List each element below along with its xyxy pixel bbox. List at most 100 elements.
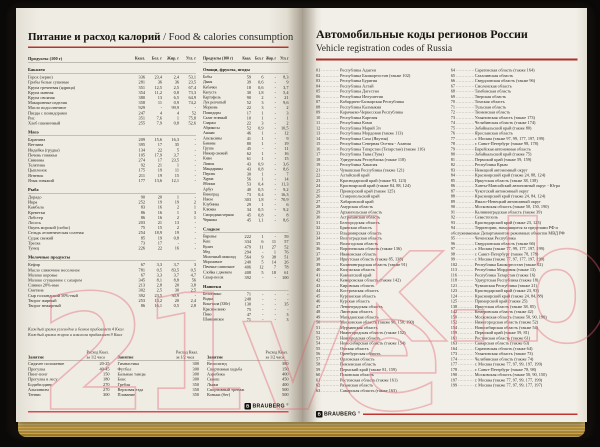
food-section: Напитки Белое вино 71- - - Водка 248- - - Кока-ко…	[203, 284, 289, 322]
header-protein: Бел. г	[151, 56, 162, 61]
region-name: Республика Бурятия	[339, 78, 377, 83]
code-row: 92........................Севастополь	[450, 215, 577, 220]
food-row: Красное вино 75 - - -	[203, 307, 289, 312]
leader-dots: ........................	[455, 251, 474, 256]
region-code: 35........................	[315, 240, 339, 246]
region-code: 48........................	[315, 309, 339, 314]
food-section: Рыба Дорадо 90 20 1- Икра 252 19 19 2 Камбала 83 16 2…	[28, 187, 196, 251]
code-row: 17........................Республика Тыв…	[316, 152, 443, 157]
nutrition-value: -	[274, 161, 276, 167]
activity-kcal: 400	[282, 381, 289, 387]
nutrition-value: -	[274, 191, 276, 197]
region-code: 51........................	[315, 324, 339, 330]
region-name: Республика Северная Осетия - Алания	[339, 141, 411, 146]
region-name: Республика Башкортостан (также 02)	[474, 261, 543, 267]
food-section: Овощи, фрукты, ягоды Бобы 59 6-8,3 Дыня 39 0,6…	[203, 67, 289, 222]
product-name: Варенье	[203, 234, 217, 239]
food-row: Молоко сгущенное с сахаром 345 8,1 8,8 56	[28, 277, 196, 282]
region-name: Брянская область	[339, 225, 372, 230]
region-code: 33........................	[315, 230, 339, 236]
leader-dots: ........................	[455, 67, 474, 73]
header-fat: Жир. г	[167, 56, 179, 61]
food-row: Сельдь атлантическая соленая 254 18,9 19 -	[28, 230, 196, 235]
region-name: г. Москва (также 77, 99, 177, 197, 199)	[474, 246, 544, 251]
leader-dots: ........................	[320, 340, 339, 346]
region-code: 32........................	[315, 225, 339, 230]
code-row: 40........................Калужская обла…	[316, 267, 443, 272]
food-row: Хлеб пшеничный 255 7,9 0,8 52,6	[28, 121, 196, 126]
code-row: 41........................Камчатский кра…	[316, 272, 443, 277]
nutrition-value: 9,6	[283, 100, 289, 106]
nutrition-value: 6,5	[173, 95, 179, 101]
region-code: 178........................	[450, 366, 474, 372]
region-name: Нижегородская область (также 52)	[474, 319, 538, 325]
region-name: Ставропольский край	[339, 193, 380, 199]
activity-name: Велосипед	[207, 361, 227, 367]
product-name: Молочный шоколад	[203, 254, 236, 259]
nutrition-value: 11	[157, 100, 162, 106]
nutrition-value: 3	[193, 209, 196, 215]
region-code: 138........................	[450, 303, 474, 309]
region-code: 28........................	[315, 204, 339, 209]
region-code: 94........................	[450, 225, 473, 230]
nutrition-value: 30,9	[171, 292, 179, 298]
leader-dots: ........................	[455, 78, 474, 83]
food-row: Смородина черная 45 0,8 - 8	[203, 212, 289, 217]
nutrition-value: -	[262, 291, 264, 297]
nutrition-value: 406	[244, 264, 251, 270]
nutrition-value: 16,1	[154, 302, 162, 308]
product-name: Крупа манная	[28, 89, 54, 95]
product-name: Сельдь атлантическая соленая	[28, 230, 84, 236]
code-row: 25........................Приморский кра…	[316, 188, 443, 193]
nutrition-value: 59	[284, 234, 289, 240]
nutrition-value: 46	[246, 130, 251, 136]
leader-dots: ........................	[320, 172, 339, 178]
leader-dots: ........................	[455, 177, 474, 183]
code-row: 36........................Воронежская об…	[316, 246, 443, 251]
nutrition-value: 2,5	[190, 287, 196, 293]
leader-dots: ........................	[320, 246, 339, 251]
nutrition-value: 47	[246, 311, 251, 317]
nutrition-value: 9	[286, 135, 289, 141]
code-row: 59........................Пермский край …	[316, 367, 443, 372]
region-code: 116........................	[450, 272, 474, 278]
region-name: Московская область (также 50, 90, 150)	[474, 372, 547, 377]
header-kcal: Ккал.	[242, 56, 251, 61]
leader-dots: ........................	[320, 156, 339, 162]
leader-dots: ........................	[320, 345, 339, 351]
activity-name: Сидячее положение	[28, 361, 65, 367]
region-code: 10........................	[315, 114, 339, 120]
leader-dots: ........................	[455, 183, 474, 188]
leader-dots: ........................	[320, 377, 339, 382]
activity-row: Футбол 300	[118, 366, 200, 371]
region-code: 142........................	[450, 309, 474, 314]
region-code: 59........................	[315, 366, 339, 372]
code-row: 12........................Республика Мар…	[316, 125, 443, 130]
leader-dots: ........................	[320, 314, 339, 319]
leader-dots: ........................	[457, 335, 474, 340]
nutrition-value: -	[274, 311, 276, 317]
nutrition-value: 4	[159, 110, 162, 116]
code-row: 71........................Тульская облас…	[450, 104, 577, 109]
nutrition-value: 90	[140, 194, 145, 200]
nutrition-value: -	[262, 296, 264, 302]
region-name: г. Санкт-Петербург (также 78, 178)	[474, 251, 538, 257]
leader-dots: ........................	[320, 141, 339, 146]
region-name: Тульская область	[474, 104, 506, 110]
region-name: Новосибирская область (также 154)	[339, 340, 405, 346]
activity-kcal: 350	[192, 381, 199, 387]
nutrition-value: 10,5	[280, 125, 289, 131]
nutrition-value: 73,3	[188, 89, 196, 95]
leader-dots: ........................	[320, 382, 339, 388]
nutrition-value: -	[194, 137, 196, 143]
leader-dots: ........................	[320, 282, 339, 288]
nutrition-value: 380	[138, 95, 145, 101]
leader-dots: ........................	[320, 230, 339, 235]
code-row: 27........................Хабаровский кр…	[316, 199, 443, 204]
nutrition-value: 17	[246, 110, 251, 116]
region-name: Кемеровская область (также 142)	[339, 277, 401, 283]
food-table-column-2: Продукты (100 г) Ккал. Бел. г Жир. г Угл…	[203, 56, 289, 322]
code-row: 124........................Красноярский …	[450, 293, 577, 298]
region-code: 42........................	[315, 277, 339, 283]
region-code: 65........................	[450, 72, 473, 78]
